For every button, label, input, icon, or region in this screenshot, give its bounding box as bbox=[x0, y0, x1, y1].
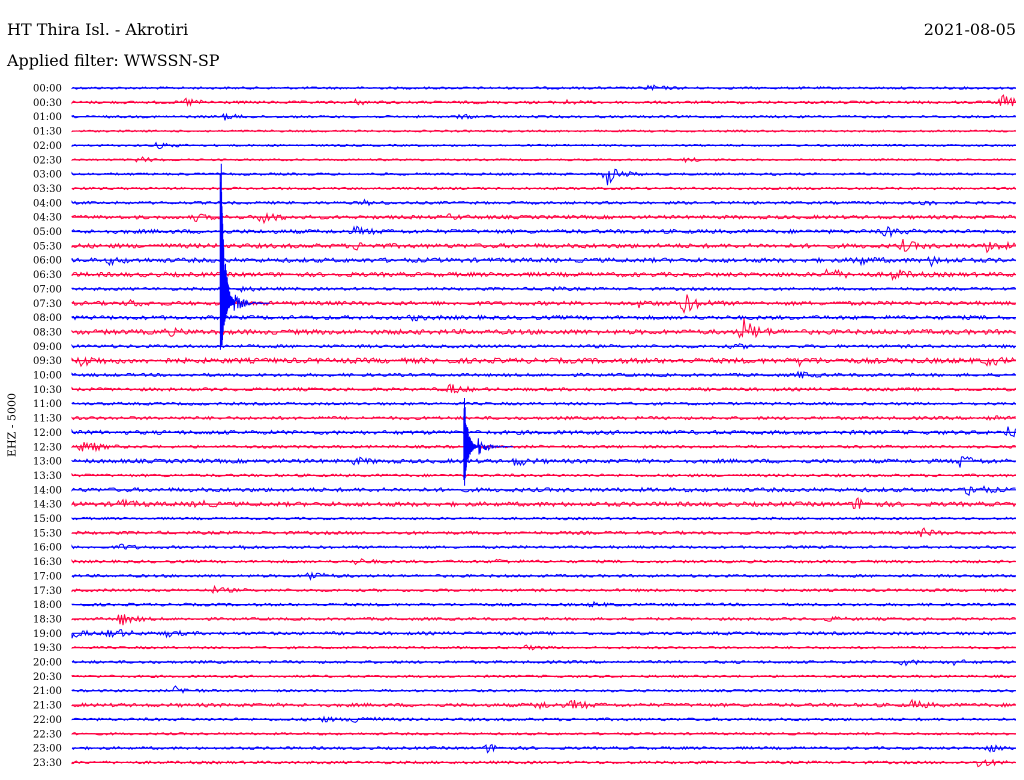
tick-label-1700: 17:00 bbox=[33, 571, 62, 582]
tick-label-0530: 05:30 bbox=[33, 241, 62, 252]
tick-label-1330: 13:30 bbox=[33, 471, 62, 482]
tick-label-1430: 14:30 bbox=[33, 500, 62, 511]
tick-label-0630: 06:30 bbox=[33, 270, 62, 281]
trace-0800 bbox=[71, 314, 1016, 322]
tick-label-0400: 04:00 bbox=[33, 198, 62, 209]
tick-label-0130: 01:30 bbox=[33, 127, 62, 138]
trace-2130 bbox=[71, 698, 1016, 711]
tick-label-1500: 15:00 bbox=[33, 514, 62, 525]
tick-label-1400: 14:00 bbox=[33, 485, 62, 496]
tick-label-1930: 19:30 bbox=[33, 643, 62, 654]
tick-label-0600: 06:00 bbox=[33, 256, 62, 267]
trace-1030 bbox=[71, 383, 1016, 394]
tick-label-1200: 12:00 bbox=[33, 428, 62, 439]
tick-label-0230: 02:30 bbox=[33, 155, 62, 166]
tick-label-0030: 00:30 bbox=[33, 98, 62, 109]
event-trace-quake-1230 bbox=[463, 397, 514, 486]
tick-label-0100: 01:00 bbox=[33, 112, 62, 123]
tick-label-1300: 13:00 bbox=[33, 457, 62, 468]
tick-label-1730: 17:30 bbox=[33, 586, 62, 597]
tick-label-0830: 08:30 bbox=[33, 327, 62, 338]
event-quake-1230 bbox=[463, 397, 514, 486]
tick-label-0430: 04:30 bbox=[33, 213, 62, 224]
trace-2330 bbox=[71, 758, 1016, 768]
trace-group bbox=[71, 84, 1016, 768]
trace-1300 bbox=[71, 456, 1016, 468]
tick-label-0300: 03:00 bbox=[33, 170, 62, 181]
tick-label-1900: 19:00 bbox=[33, 629, 62, 640]
trace-0300 bbox=[71, 168, 1016, 186]
tick-label-2030: 20:30 bbox=[33, 672, 62, 683]
trace-1900 bbox=[71, 629, 1016, 639]
tick-label-0730: 07:30 bbox=[33, 299, 62, 310]
trace-1200 bbox=[71, 426, 1016, 438]
trace-0600 bbox=[71, 255, 1016, 268]
trace-1430 bbox=[71, 497, 1016, 509]
tick-label-1230: 12:30 bbox=[33, 442, 62, 453]
tick-label-1800: 18:00 bbox=[33, 600, 62, 611]
tick-label-0330: 03:30 bbox=[33, 184, 62, 195]
tick-label-1000: 10:00 bbox=[33, 371, 62, 382]
station-title: HT Thira Isl. - Akrotiri bbox=[7, 20, 189, 39]
tick-label-2100: 21:00 bbox=[33, 686, 62, 697]
trace-1400 bbox=[71, 485, 1016, 497]
time-tick-labels: 00:00 00:30 01:00 01:30 02:00 02:30 03:00 03:30… bbox=[33, 84, 62, 769]
trace-1730 bbox=[71, 584, 1016, 595]
tick-label-2300: 23:00 bbox=[33, 744, 62, 755]
trace-0830 bbox=[71, 318, 1016, 339]
tick-label-1630: 16:30 bbox=[33, 557, 62, 568]
trace-2000 bbox=[71, 659, 1016, 667]
tick-label-2000: 20:00 bbox=[33, 658, 62, 669]
trace-0430 bbox=[71, 212, 1016, 225]
tick-label-0200: 02:00 bbox=[33, 141, 62, 152]
tick-label-0800: 08:00 bbox=[33, 313, 62, 324]
tick-label-1600: 16:00 bbox=[33, 543, 62, 554]
event-quake-0730 bbox=[219, 163, 270, 350]
tick-label-1030: 10:30 bbox=[33, 385, 62, 396]
trace-1100 bbox=[71, 401, 1016, 406]
tick-label-0930: 09:30 bbox=[33, 356, 62, 367]
tick-label-2230: 22:30 bbox=[33, 729, 62, 740]
tick-label-2130: 21:30 bbox=[33, 701, 62, 712]
trace-0100 bbox=[71, 112, 1016, 121]
trace-0930 bbox=[71, 356, 1016, 368]
trace-2100 bbox=[71, 685, 1016, 695]
tick-label-1530: 15:30 bbox=[33, 528, 62, 539]
trace-0030 bbox=[71, 94, 1016, 108]
tick-label-0700: 07:00 bbox=[33, 284, 62, 295]
filter-label: Applied filter: WWSSN-SP bbox=[7, 51, 220, 70]
trace-1830 bbox=[71, 614, 1016, 626]
tick-label-2200: 22:00 bbox=[33, 715, 62, 726]
tick-label-0000: 00:00 bbox=[33, 84, 62, 95]
tick-label-1100: 11:00 bbox=[33, 399, 62, 410]
tick-label-2330: 23:30 bbox=[33, 758, 62, 769]
tick-label-1830: 18:30 bbox=[33, 614, 62, 625]
tick-label-0500: 05:00 bbox=[33, 227, 62, 238]
tick-label-1130: 11:30 bbox=[33, 414, 62, 425]
event-trace-quake-0730 bbox=[219, 163, 270, 350]
record-date: 2021-08-05 bbox=[923, 20, 1016, 39]
tick-label-0900: 09:00 bbox=[33, 342, 62, 353]
